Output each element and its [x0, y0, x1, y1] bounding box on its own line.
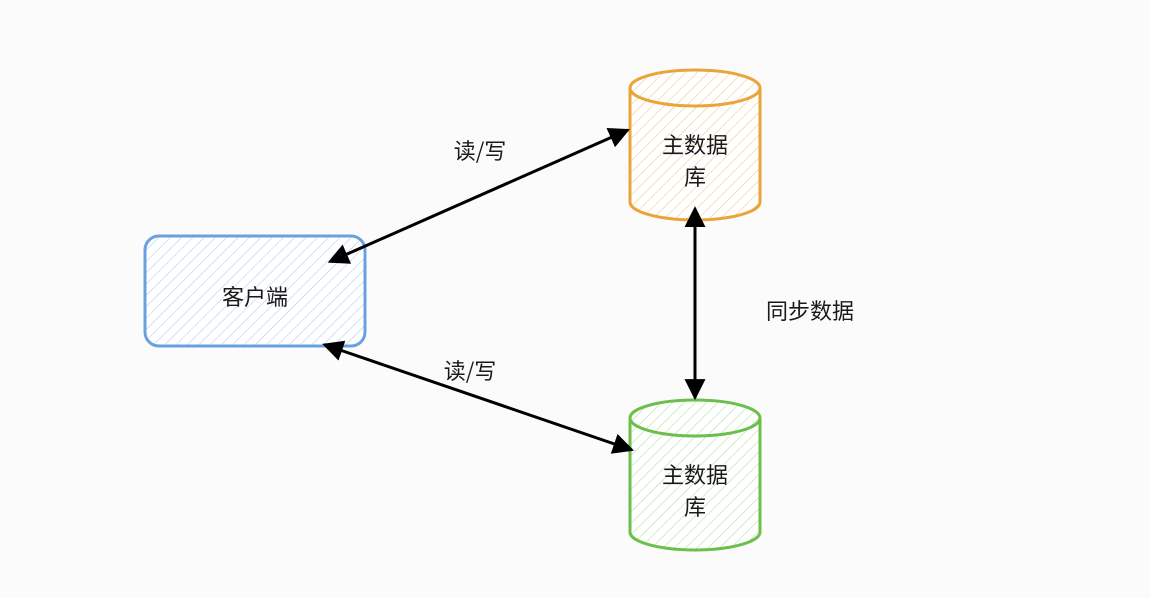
- node-label-db-bottom: 主数据 库: [662, 458, 728, 522]
- edge-label-client-to-dbbottom: 读/写: [444, 354, 497, 386]
- edge-label-dbtop-to-dbbottom: 同步数据: [766, 294, 854, 326]
- edge-label-client-to-dbtop: 读/写: [454, 134, 507, 166]
- node-label-client: 客户端: [222, 280, 288, 312]
- diagram-canvas: 客户端主数据 库主数据 库读/写读/写同步数据: [0, 0, 1150, 598]
- node-label-db-top: 主数据 库: [662, 128, 728, 192]
